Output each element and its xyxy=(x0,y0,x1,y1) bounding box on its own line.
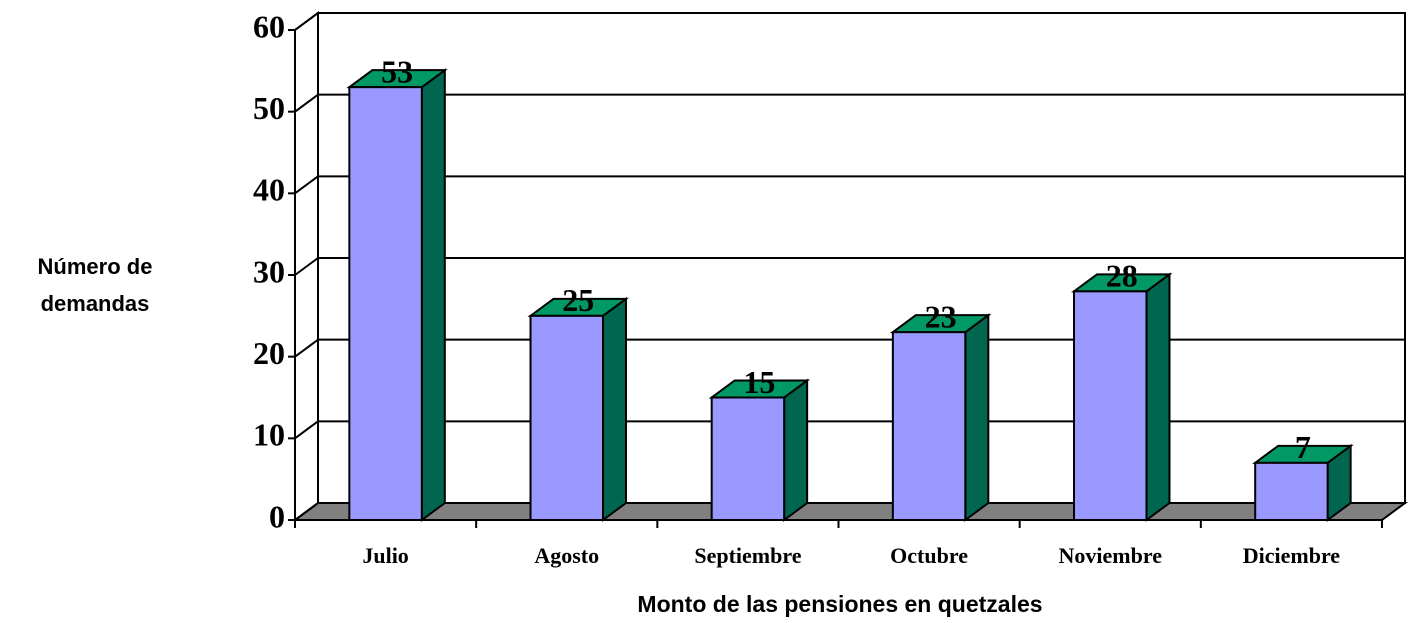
grid-line xyxy=(294,175,319,195)
bar-side xyxy=(1145,272,1171,522)
x-axis-title: Monto de las pensiones en quetzales xyxy=(637,591,1042,617)
data-label: 53 xyxy=(381,54,413,90)
grid-line xyxy=(294,93,319,113)
y-tick-label: 50 xyxy=(253,90,285,126)
y-tick-label: 60 xyxy=(253,8,285,44)
grid-line xyxy=(294,257,319,276)
y-tick-label: 40 xyxy=(253,172,285,208)
x-tick-label: Noviembre xyxy=(1059,543,1163,568)
data-label: 15 xyxy=(743,364,775,400)
data-label: 23 xyxy=(925,299,957,335)
bar xyxy=(891,331,967,521)
bar xyxy=(529,314,604,522)
bar xyxy=(348,86,423,522)
y-tick-label: 10 xyxy=(253,417,285,453)
grid-line xyxy=(294,12,319,31)
grid-line xyxy=(294,420,319,440)
y-tick-label: 30 xyxy=(253,253,285,289)
grid-line xyxy=(294,502,319,521)
x-tick-label: Julio xyxy=(362,543,408,568)
x-tick-label: Octubre xyxy=(890,543,968,568)
y-axis-title: demandas xyxy=(41,291,150,316)
grid-line xyxy=(294,338,319,358)
bar xyxy=(1073,290,1148,522)
floor xyxy=(291,502,1409,521)
data-label: 25 xyxy=(562,282,594,318)
x-tick-label: Diciembre xyxy=(1243,543,1341,568)
data-label: 28 xyxy=(1106,258,1138,294)
bar-side xyxy=(964,313,990,522)
bar-side xyxy=(420,68,446,522)
bar xyxy=(1254,461,1329,522)
x-tick-label: Septiembre xyxy=(694,543,801,568)
y-tick-label: 0 xyxy=(269,498,285,534)
bar xyxy=(710,396,786,521)
y-tick-label: 20 xyxy=(253,335,285,371)
data-label: 7 xyxy=(1295,429,1311,465)
x-tick-label: Agosto xyxy=(534,543,599,568)
y-axis-title: Número de xyxy=(38,254,153,279)
bar-side xyxy=(783,378,809,522)
bar-side xyxy=(601,296,627,522)
